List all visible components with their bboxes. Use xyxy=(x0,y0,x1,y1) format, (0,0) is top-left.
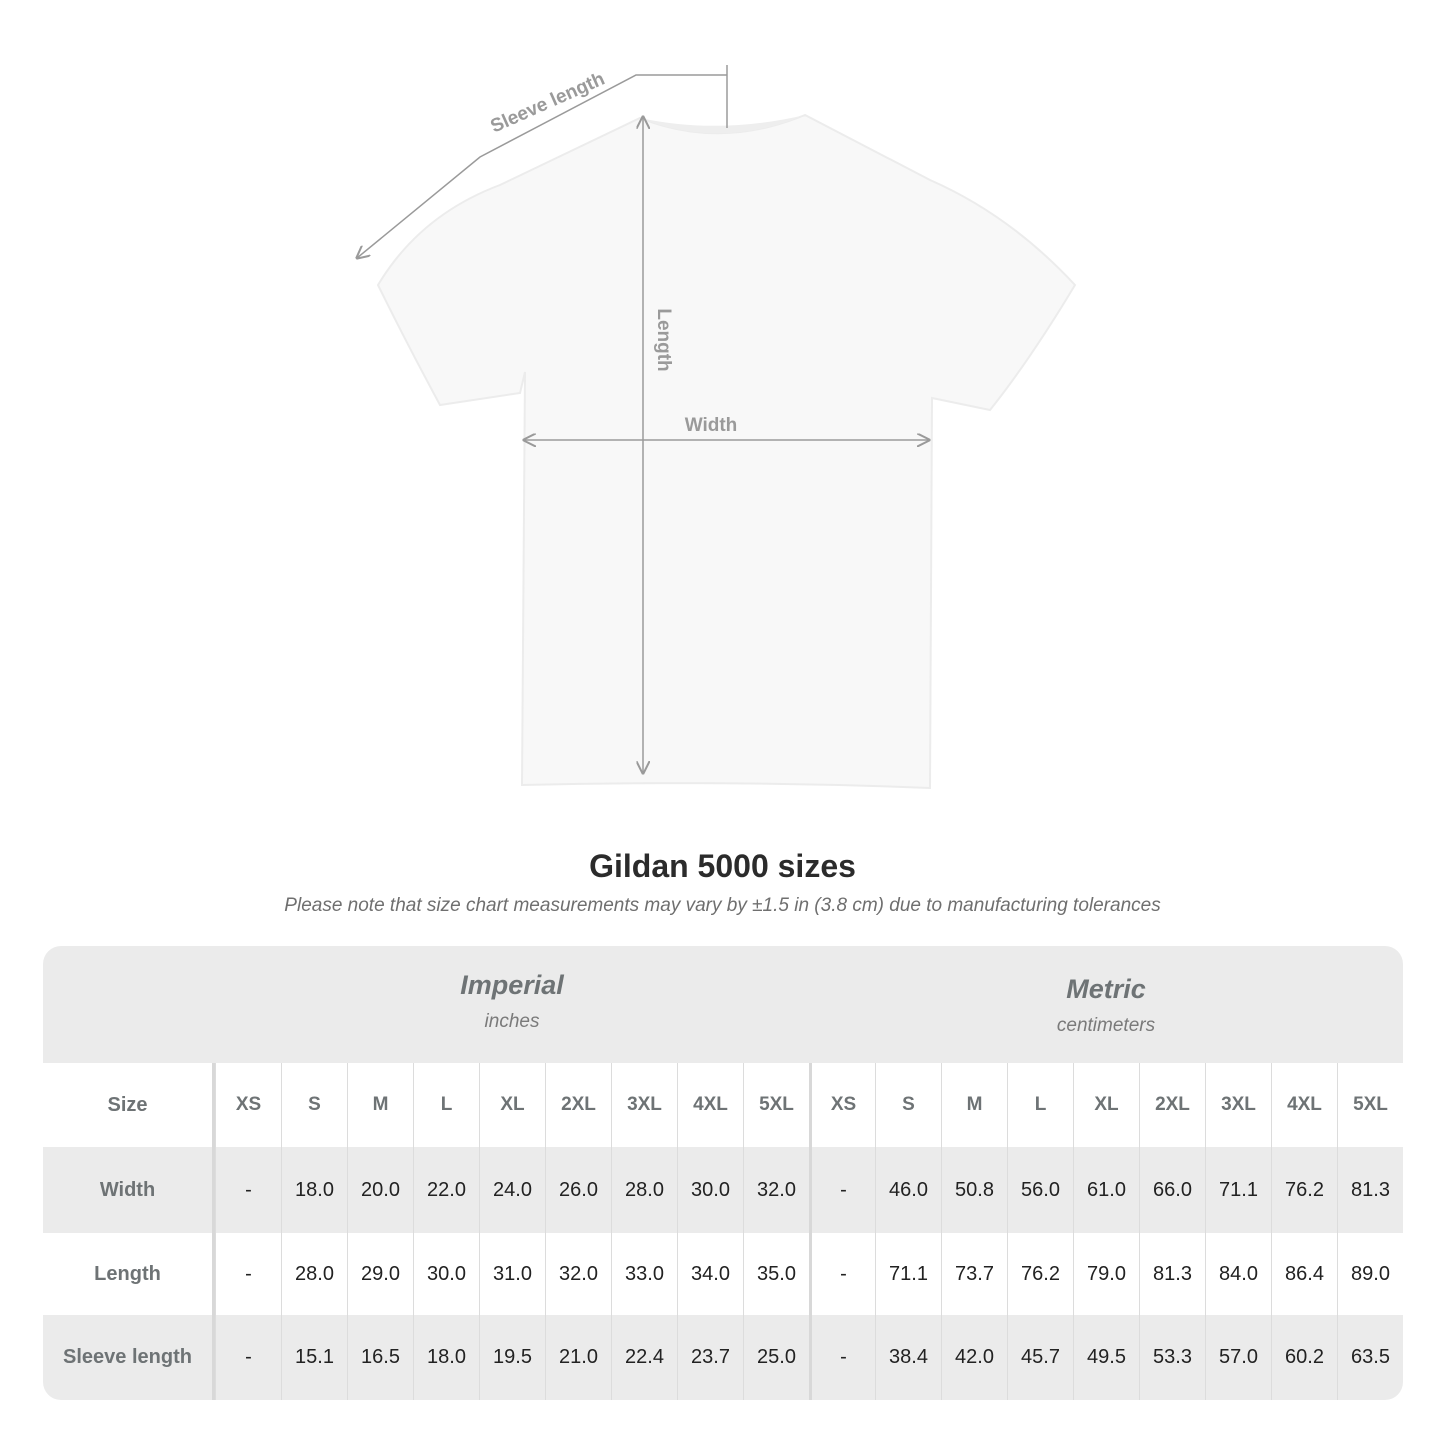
size-metric-header: S xyxy=(875,1063,941,1147)
metric-title: Metric xyxy=(1066,974,1146,1004)
size-header-row: Size XS S M L XL 2XL 3XL 4XL 5XL XS S M L XL 2XL 3XL 4XL 5… xyxy=(43,1063,1403,1147)
table-cell: - xyxy=(809,1233,875,1315)
table-cell: 31.0 xyxy=(479,1233,545,1315)
imperial-header: Imperial inches xyxy=(215,970,809,1033)
table-cell: 32.0 xyxy=(743,1147,809,1233)
table-cell: 24.0 xyxy=(479,1147,545,1233)
imperial-unit: inches xyxy=(484,1011,540,1032)
table-cell: 46.0 xyxy=(875,1147,941,1233)
table-cell: 18.0 xyxy=(413,1315,479,1400)
table-cell: 30.0 xyxy=(413,1233,479,1315)
table-cell: 56.0 xyxy=(1007,1147,1073,1233)
table-cell: 76.2 xyxy=(1271,1147,1337,1233)
row-label: Width xyxy=(43,1147,215,1233)
unit-header: Imperial inches Metric centimeters xyxy=(43,946,1403,1063)
table-cell: 60.2 xyxy=(1271,1315,1337,1400)
row-label: Size xyxy=(43,1063,215,1147)
table-row: Width -18.0 20.0 22.0 24.0 26.0 28.0 30.0 32.0-4… xyxy=(43,1147,1403,1233)
chart-title: Gildan 5000 sizes xyxy=(589,848,856,884)
size-table: Imperial inches Metric centimeters Size X… xyxy=(43,946,1403,1400)
size-metric-header: XL xyxy=(1073,1063,1139,1147)
table-cell: 86.4 xyxy=(1271,1233,1337,1315)
size-imperial-header: 2XL xyxy=(545,1063,611,1147)
table-cell: 18.0 xyxy=(281,1147,347,1233)
table-cell: 30.0 xyxy=(677,1147,743,1233)
size-imperial-header: 5XL xyxy=(743,1063,809,1147)
table-cell: 76.2 xyxy=(1007,1233,1073,1315)
size-imperial-header: XS xyxy=(215,1063,281,1147)
table-cell: 35.0 xyxy=(743,1233,809,1315)
size-imperial-header: 4XL xyxy=(677,1063,743,1147)
size-imperial-header: M xyxy=(347,1063,413,1147)
table-cell: 71.1 xyxy=(1205,1147,1271,1233)
table-row: Length -28.0 29.0 30.0 31.0 32.0 33.0 34.0 35.0-… xyxy=(43,1233,1403,1315)
size-imperial-header: S xyxy=(281,1063,347,1147)
tolerance-note: Please note that size chart measurements… xyxy=(284,895,1161,916)
table-cell: 79.0 xyxy=(1073,1233,1139,1315)
table-cell: 53.3 xyxy=(1139,1315,1205,1400)
table-cell: 42.0 xyxy=(941,1315,1007,1400)
size-metric-header: M xyxy=(941,1063,1007,1147)
table-cell: 45.7 xyxy=(1007,1315,1073,1400)
table-cell: - xyxy=(809,1315,875,1400)
table-cell: 89.0 xyxy=(1337,1233,1403,1315)
table-cell: 63.5 xyxy=(1337,1315,1403,1400)
table-cell: 57.0 xyxy=(1205,1315,1271,1400)
table-cell: 16.5 xyxy=(347,1315,413,1400)
metric-unit: centimeters xyxy=(1056,1015,1156,1036)
table-cell: 20.0 xyxy=(347,1147,413,1233)
table-cell: 28.0 xyxy=(611,1147,677,1233)
table-cell: 84.0 xyxy=(1205,1233,1271,1315)
table-cell: 26.0 xyxy=(545,1147,611,1233)
tshirt-image xyxy=(376,113,1077,790)
table-cell: 38.4 xyxy=(875,1315,941,1400)
table-cell: 28.0 xyxy=(281,1233,347,1315)
length-label: Length xyxy=(653,308,674,371)
table-cell: 73.7 xyxy=(941,1233,1007,1315)
imperial-title: Imperial xyxy=(460,970,564,1000)
metric-header: Metric centimeters xyxy=(809,974,1403,1037)
table-cell: 81.3 xyxy=(1337,1147,1403,1233)
table-cell: 50.8 xyxy=(941,1147,1007,1233)
table-cell: 71.1 xyxy=(875,1233,941,1315)
size-imperial-header: 3XL xyxy=(611,1063,677,1147)
row-label: Length xyxy=(43,1233,215,1315)
table-cell: 23.7 xyxy=(677,1315,743,1400)
table-cell: - xyxy=(215,1147,281,1233)
sleeve-measure-line xyxy=(357,65,728,258)
table-cell: - xyxy=(215,1233,281,1315)
table-cell: 21.0 xyxy=(545,1315,611,1400)
table-cell: 25.0 xyxy=(743,1315,809,1400)
size-metric-header: L xyxy=(1007,1063,1073,1147)
table-cell: 15.1 xyxy=(281,1315,347,1400)
table-cell: - xyxy=(215,1315,281,1400)
table-cell: 22.4 xyxy=(611,1315,677,1400)
size-metric-header: XS xyxy=(809,1063,875,1147)
table-cell: 34.0 xyxy=(677,1233,743,1315)
row-label: Sleeve length xyxy=(43,1315,215,1400)
table-row: Sleeve length -15.1 16.5 18.0 19.5 21.0 22.4 23… xyxy=(43,1315,1403,1400)
size-metric-header: 5XL xyxy=(1337,1063,1403,1147)
table-cell: 66.0 xyxy=(1139,1147,1205,1233)
width-label: Width xyxy=(685,415,738,436)
size-metric-header: 2XL xyxy=(1139,1063,1205,1147)
sleeve-label: Sleeve length xyxy=(488,68,608,137)
table-cell: - xyxy=(809,1147,875,1233)
table-cell: 32.0 xyxy=(545,1233,611,1315)
table-cell: 33.0 xyxy=(611,1233,677,1315)
table-cell: 81.3 xyxy=(1139,1233,1205,1315)
table-cell: 29.0 xyxy=(347,1233,413,1315)
size-imperial-header: L xyxy=(413,1063,479,1147)
table-cell: 61.0 xyxy=(1073,1147,1139,1233)
size-metric-header: 3XL xyxy=(1205,1063,1271,1147)
size-metric-header: 4XL xyxy=(1271,1063,1337,1147)
size-imperial-header: XL xyxy=(479,1063,545,1147)
tshirt-diagram: Sleeve length Length Width xyxy=(0,65,1077,790)
table-cell: 19.5 xyxy=(479,1315,545,1400)
table-cell: 49.5 xyxy=(1073,1315,1139,1400)
table-cell: 22.0 xyxy=(413,1147,479,1233)
